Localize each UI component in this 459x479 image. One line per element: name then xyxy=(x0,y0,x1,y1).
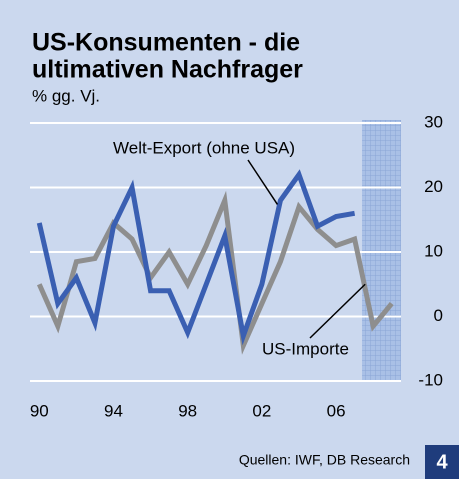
badge: 4 xyxy=(436,451,448,473)
y-tick-label: 30 xyxy=(424,112,443,131)
series-line xyxy=(36,169,356,346)
x-tick-label: 02 xyxy=(252,401,271,420)
chart-title: ultimativen Nachfrager xyxy=(32,56,303,84)
x-tick-label: 98 xyxy=(178,401,197,420)
series-label: US-Importe xyxy=(262,339,349,358)
chart-subtitle: % gg. Vj. xyxy=(32,86,100,105)
series-line xyxy=(36,190,394,355)
y-tick-label: 20 xyxy=(424,177,443,196)
leader-line xyxy=(247,159,279,205)
x-tick-label: 90 xyxy=(30,401,49,420)
forecast-region xyxy=(362,120,401,381)
source: Quellen: IWF, DB Research xyxy=(239,452,410,468)
series-label: Welt-Export (ohne USA) xyxy=(113,138,295,157)
y-tick-label: 0 xyxy=(434,306,443,325)
leader-line xyxy=(309,283,366,339)
badge-box xyxy=(425,445,459,479)
x-tick-label: 06 xyxy=(327,401,346,420)
x-tick-label: 94 xyxy=(104,401,123,420)
chart-title: US-Konsumenten - die xyxy=(32,29,300,57)
y-tick-label: -10 xyxy=(418,370,443,389)
y-tick-label: 10 xyxy=(424,241,443,260)
